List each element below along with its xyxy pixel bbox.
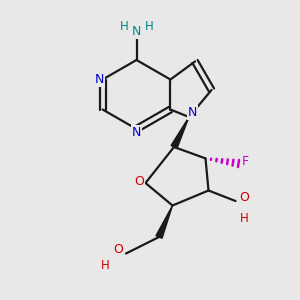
Text: H: H [100, 259, 109, 272]
Polygon shape [171, 117, 189, 148]
Text: H: H [119, 20, 128, 34]
Text: N: N [188, 106, 197, 119]
Text: H: H [239, 212, 248, 226]
Text: N: N [132, 126, 141, 139]
Text: N: N [132, 25, 141, 38]
Text: O: O [239, 191, 249, 204]
Text: F: F [242, 154, 249, 168]
Text: O: O [134, 175, 144, 188]
Polygon shape [156, 206, 172, 238]
Text: O: O [114, 243, 123, 256]
Text: N: N [94, 73, 104, 86]
Text: H: H [145, 20, 154, 34]
